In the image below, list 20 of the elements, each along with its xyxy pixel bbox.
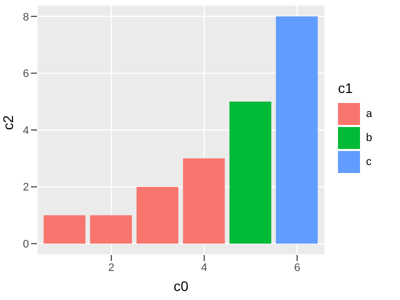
bar: [183, 158, 225, 244]
y-tick-label: 6: [22, 68, 29, 80]
legend-label: c: [366, 156, 372, 168]
x-tick-label: 2: [108, 262, 114, 274]
y-tick-label: 0: [22, 238, 29, 251]
y-axis-title: c2: [0, 115, 16, 130]
bar: [44, 215, 86, 244]
bar: [136, 186, 178, 244]
x-axis-title: c0: [174, 278, 189, 294]
x-tick-label: 6: [294, 262, 300, 274]
x-tick-label: 4: [201, 262, 208, 274]
y-tick-label: 2: [22, 182, 29, 194]
bar: [90, 215, 132, 244]
bar: [229, 102, 272, 244]
legend-label: b: [366, 132, 372, 144]
y-tick-label: 4: [22, 124, 29, 137]
bar: [276, 16, 318, 244]
legend-label: a: [366, 108, 372, 120]
legend-title: c1: [338, 80, 354, 96]
y-tick-label: 8: [22, 11, 29, 24]
